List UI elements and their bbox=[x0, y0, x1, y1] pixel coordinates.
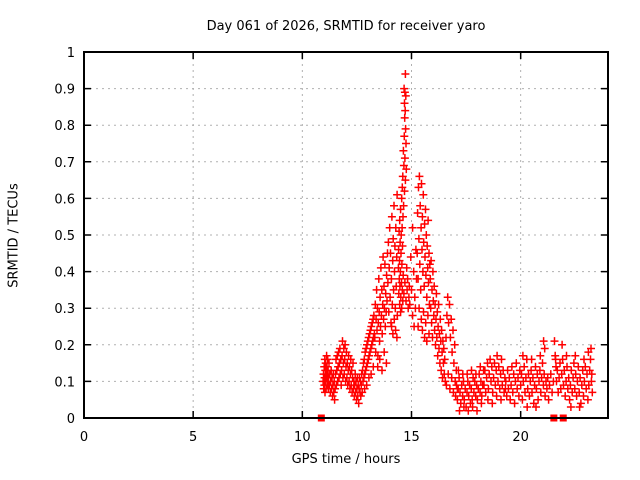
y-tick-label: 0.3 bbox=[54, 302, 75, 317]
data-points-plus bbox=[319, 70, 597, 415]
y-tick-label: 0.6 bbox=[54, 192, 75, 207]
y-tick-label: 0.2 bbox=[54, 339, 75, 354]
x-tick-label: 20 bbox=[512, 430, 529, 445]
y-tick-label: 0.9 bbox=[54, 83, 75, 98]
y-tick-label: 0.1 bbox=[54, 375, 75, 390]
y-tick-label: 1 bbox=[67, 46, 75, 61]
x-tick-label: 0 bbox=[80, 430, 88, 445]
x-tick-label: 5 bbox=[189, 430, 197, 445]
x-tick-label: 15 bbox=[403, 430, 420, 445]
y-tick-label: 0.4 bbox=[54, 266, 75, 281]
chart-title: Day 061 of 2026, SRMTID for receiver yar… bbox=[206, 19, 486, 34]
y-tick-label: 0.7 bbox=[54, 156, 75, 171]
x-axis-label: GPS time / hours bbox=[291, 452, 401, 467]
y-tick-label: 0.8 bbox=[54, 119, 75, 134]
y-tick-label: 0.5 bbox=[54, 229, 75, 244]
x-tick-label: 10 bbox=[294, 430, 311, 445]
gridlines bbox=[84, 52, 608, 418]
y-tick-label: 0 bbox=[67, 412, 75, 427]
plot-border bbox=[83, 51, 609, 419]
